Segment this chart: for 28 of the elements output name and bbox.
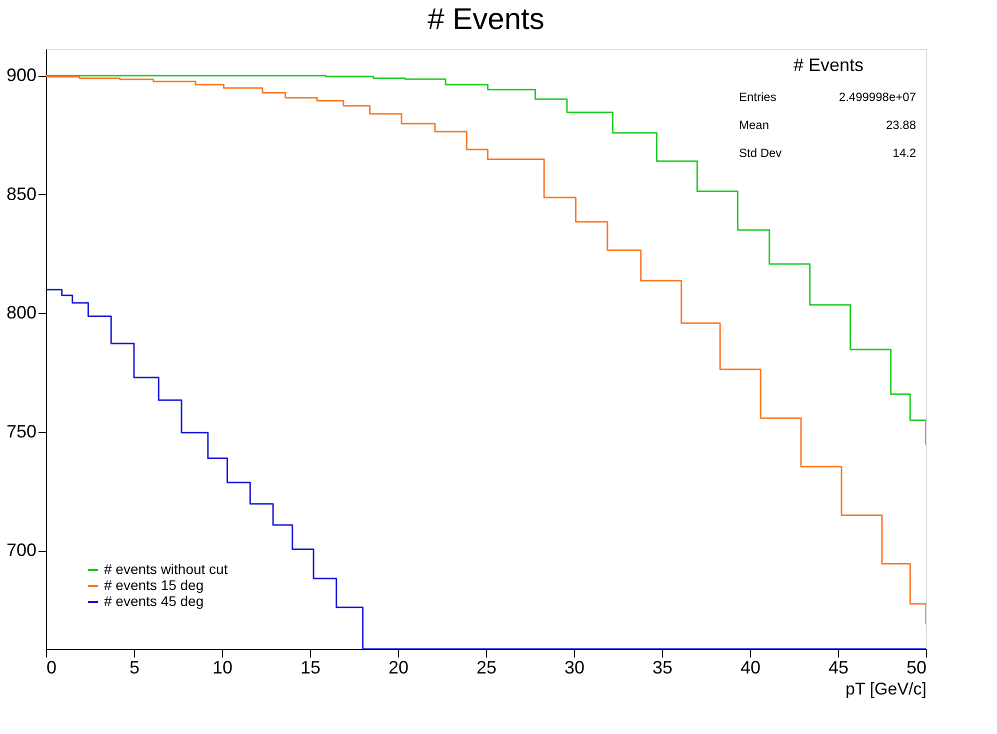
x-tick-label: 5: [129, 658, 140, 678]
annotation: 23.88: [886, 118, 916, 132]
annotation: # Events: [793, 55, 864, 75]
y-tick-label: 900: [6, 65, 36, 86]
x-tick-label: 0: [46, 658, 57, 678]
annotation: Std Dev: [739, 146, 782, 160]
x-tick-label: 25: [476, 658, 497, 678]
y-tick-label: 800: [6, 302, 36, 323]
x-tick-label: 35: [652, 658, 673, 678]
chart-title: # Events: [428, 3, 544, 36]
x-tick-label: 45: [828, 658, 849, 678]
legend-label: # events 15 deg: [104, 577, 204, 593]
annotation: 14.2: [892, 146, 916, 160]
x-tick-label: 30: [564, 658, 585, 678]
y-tick-label: 850: [6, 184, 36, 204]
y-tick-label: 750: [6, 421, 36, 442]
y-tick-label: 700: [6, 540, 36, 560]
annotation: 2.499998e+07: [838, 90, 916, 104]
x-tick-label: 50: [906, 658, 926, 678]
annotation: Entries: [739, 90, 776, 104]
x-tick-label: 40: [740, 658, 761, 678]
x-tick-label: 20: [388, 658, 409, 678]
x-tick-label: 10: [212, 658, 233, 678]
legend-label: # events 45 deg: [104, 593, 204, 609]
x-axis-title: pT [GeV/c]: [846, 680, 926, 698]
legend-label: # events without cut: [104, 561, 228, 577]
annotation: Mean: [739, 118, 770, 132]
x-tick-label: 15: [300, 658, 321, 678]
